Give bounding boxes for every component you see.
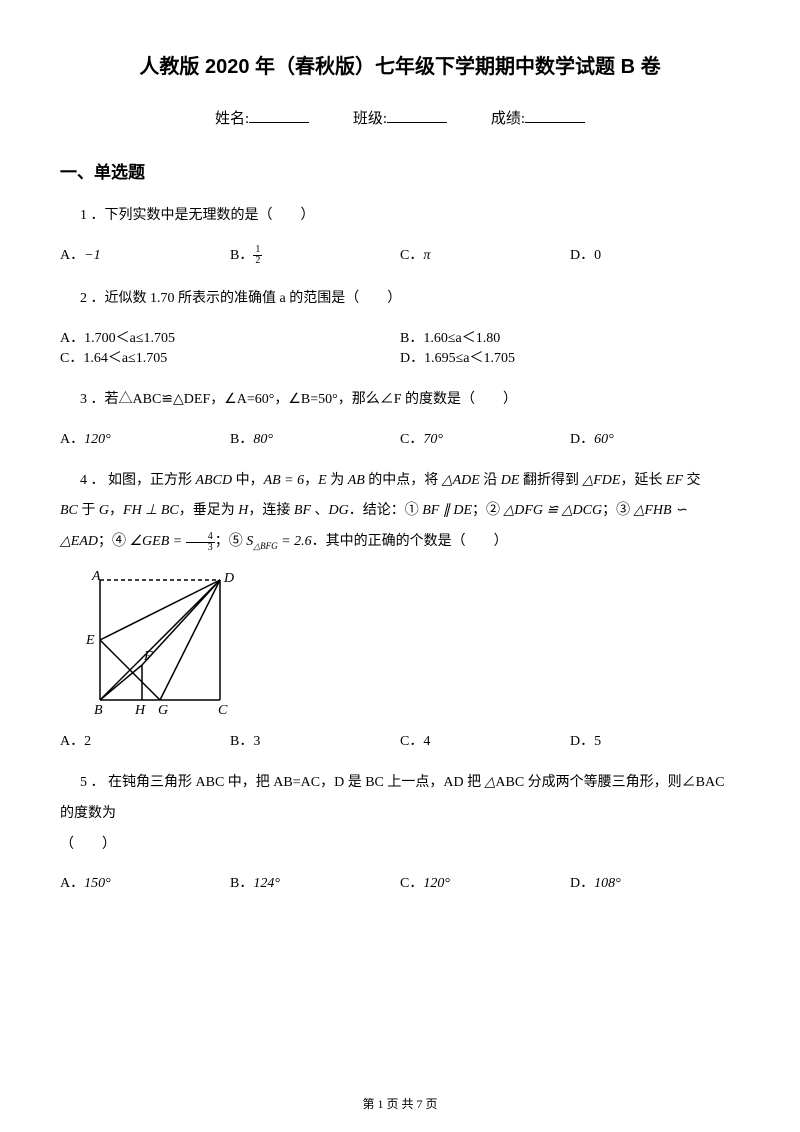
info-row: 姓名: 班级: 成绩:: [60, 107, 740, 128]
fraction-icon: 43: [186, 532, 215, 553]
class-label: 班级:: [353, 111, 387, 127]
q5-option-b: B．124°: [230, 872, 400, 892]
q4-option-d: D．5: [570, 730, 740, 750]
class-blank: [387, 108, 447, 123]
q1-option-b: B．12: [230, 244, 400, 266]
name-label: 姓名:: [215, 111, 249, 127]
exam-page: 人教版 2020 年（春秋版）七年级下学期期中数学试题 B 卷 姓名: 班级: …: [0, 0, 800, 1132]
q5-option-a: A．150°: [60, 872, 230, 892]
q3-stem: 3 ．若△ABC≌△DEF，∠A=60°，∠B=50°，那么∠F 的度数是（ ）: [80, 385, 740, 416]
q5-options: A．150° B．124° C．120° D．108°: [60, 872, 740, 892]
q2-option-d: D．1.695≤a＜1.705: [400, 347, 740, 367]
q1-options: A．−1 B．12 C．π D．0: [60, 244, 740, 266]
section-heading: 一、单选题: [60, 158, 740, 183]
q4-option-b: B．3: [230, 730, 400, 750]
q5-stem: 5 ． 在钝角三角形 ABC 中，把 AB=AC，D 是 BC 上一点，AD 把…: [60, 768, 740, 860]
q2-options-row1: A．1.700＜a≤1.705 B．1.60≤a＜1.80 C．1.64＜a≤1…: [60, 327, 740, 367]
q4-stem: 4 ． 如图，正方形 ABCD 中，AB = 6，E 为 AB 的中点，将 △A…: [60, 466, 740, 558]
page-footer: 第 1 页 共 7 页: [0, 1095, 800, 1112]
q1-option-a: A．−1: [60, 244, 230, 266]
q5-option-d: D．108°: [570, 872, 740, 892]
q2-stem: 2 ．近似数 1.70 所表示的准确值 a 的范围是（ ）: [80, 284, 740, 315]
label-g: G: [158, 703, 168, 718]
q3-option-d: D．60°: [570, 428, 740, 448]
q2-option-c: C．1.64＜a≤1.705: [60, 347, 400, 367]
q4-option-c: C．4: [400, 730, 570, 750]
score-blank: [525, 108, 585, 123]
fraction-icon: 12: [253, 245, 262, 266]
label-f: F: [143, 649, 153, 664]
label-d: D: [223, 571, 234, 586]
q2-option-a: A．1.700＜a≤1.705: [60, 327, 400, 347]
q4-option-a: A．2: [60, 730, 230, 750]
q1-option-c: C．π: [400, 244, 570, 266]
page-title: 人教版 2020 年（春秋版）七年级下学期期中数学试题 B 卷: [60, 50, 740, 79]
q2-option-b: B．1.60≤a＜1.80: [400, 327, 740, 347]
q1-option-d: D．0: [570, 244, 740, 266]
label-b: B: [94, 703, 103, 718]
q3-options: A．120° B．80° C．70° D．60°: [60, 428, 740, 448]
q3-option-c: C．70°: [400, 428, 570, 448]
q4-diagram: A D E F B H G C: [80, 570, 250, 720]
name-blank: [249, 108, 309, 123]
q5-option-c: C．120°: [400, 872, 570, 892]
label-e: E: [85, 633, 95, 648]
q1-stem: 1 ．下列实数中是无理数的是（ ）: [80, 201, 740, 232]
q3-option-b: B．80°: [230, 428, 400, 448]
label-a: A: [91, 570, 101, 584]
label-h: H: [134, 703, 146, 718]
label-c: C: [218, 703, 228, 718]
q4-options: A．2 B．3 C．4 D．5: [60, 730, 740, 750]
q3-option-a: A．120°: [60, 428, 230, 448]
score-label: 成绩:: [491, 111, 525, 127]
